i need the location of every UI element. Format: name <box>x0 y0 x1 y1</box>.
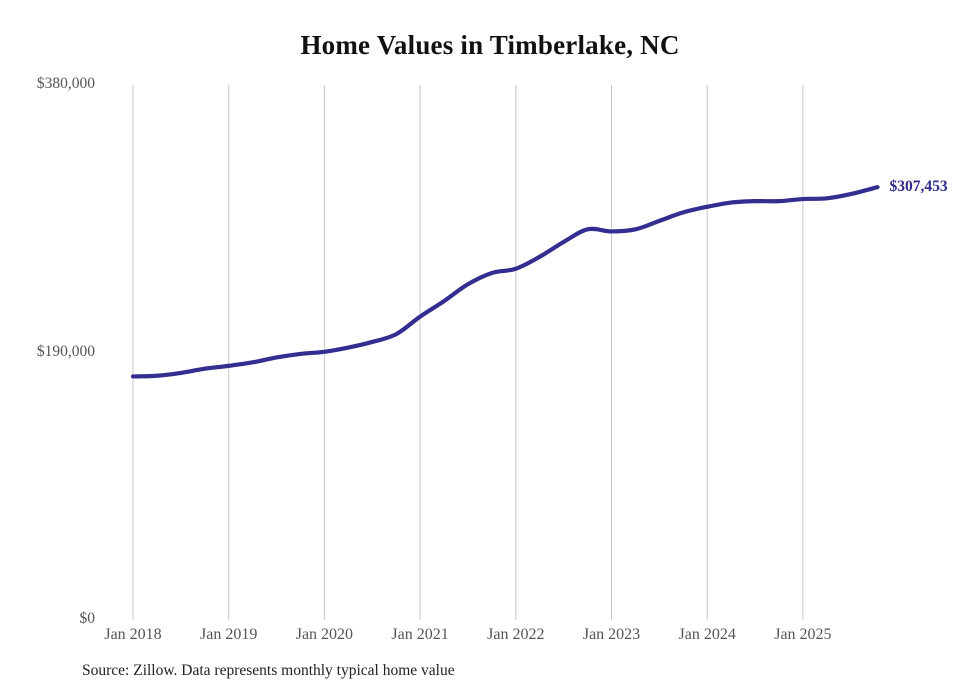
y-tick-label-2: $380,000 <box>36 75 95 92</box>
x-tick-label-1: Jan 2019 <box>200 626 258 643</box>
source-note: Source: Zillow. Data represents monthly … <box>82 662 455 679</box>
series-line <box>130 185 880 379</box>
x-tick-label-5: Jan 2023 <box>582 626 641 643</box>
x-tick-label-2: Jan 2020 <box>295 626 354 643</box>
y-tick-label-0: $0 <box>79 610 96 627</box>
x-tick-label-3: Jan 2021 <box>391 626 449 643</box>
x-tick-label-4: Jan 2022 <box>487 626 545 643</box>
chart-title: Home Values in Timberlake, NC <box>300 30 680 60</box>
gridlines-group <box>132 85 804 620</box>
x-tick-label-0: Jan 2018 <box>104 626 162 643</box>
series-end-value-label: $307,453 <box>889 178 948 196</box>
x-tick-label-7: Jan 2025 <box>774 626 832 643</box>
x-tick-label-6: Jan 2024 <box>678 626 736 643</box>
y-tick-label-1: $190,000 <box>36 342 95 360</box>
series-group <box>130 185 880 379</box>
